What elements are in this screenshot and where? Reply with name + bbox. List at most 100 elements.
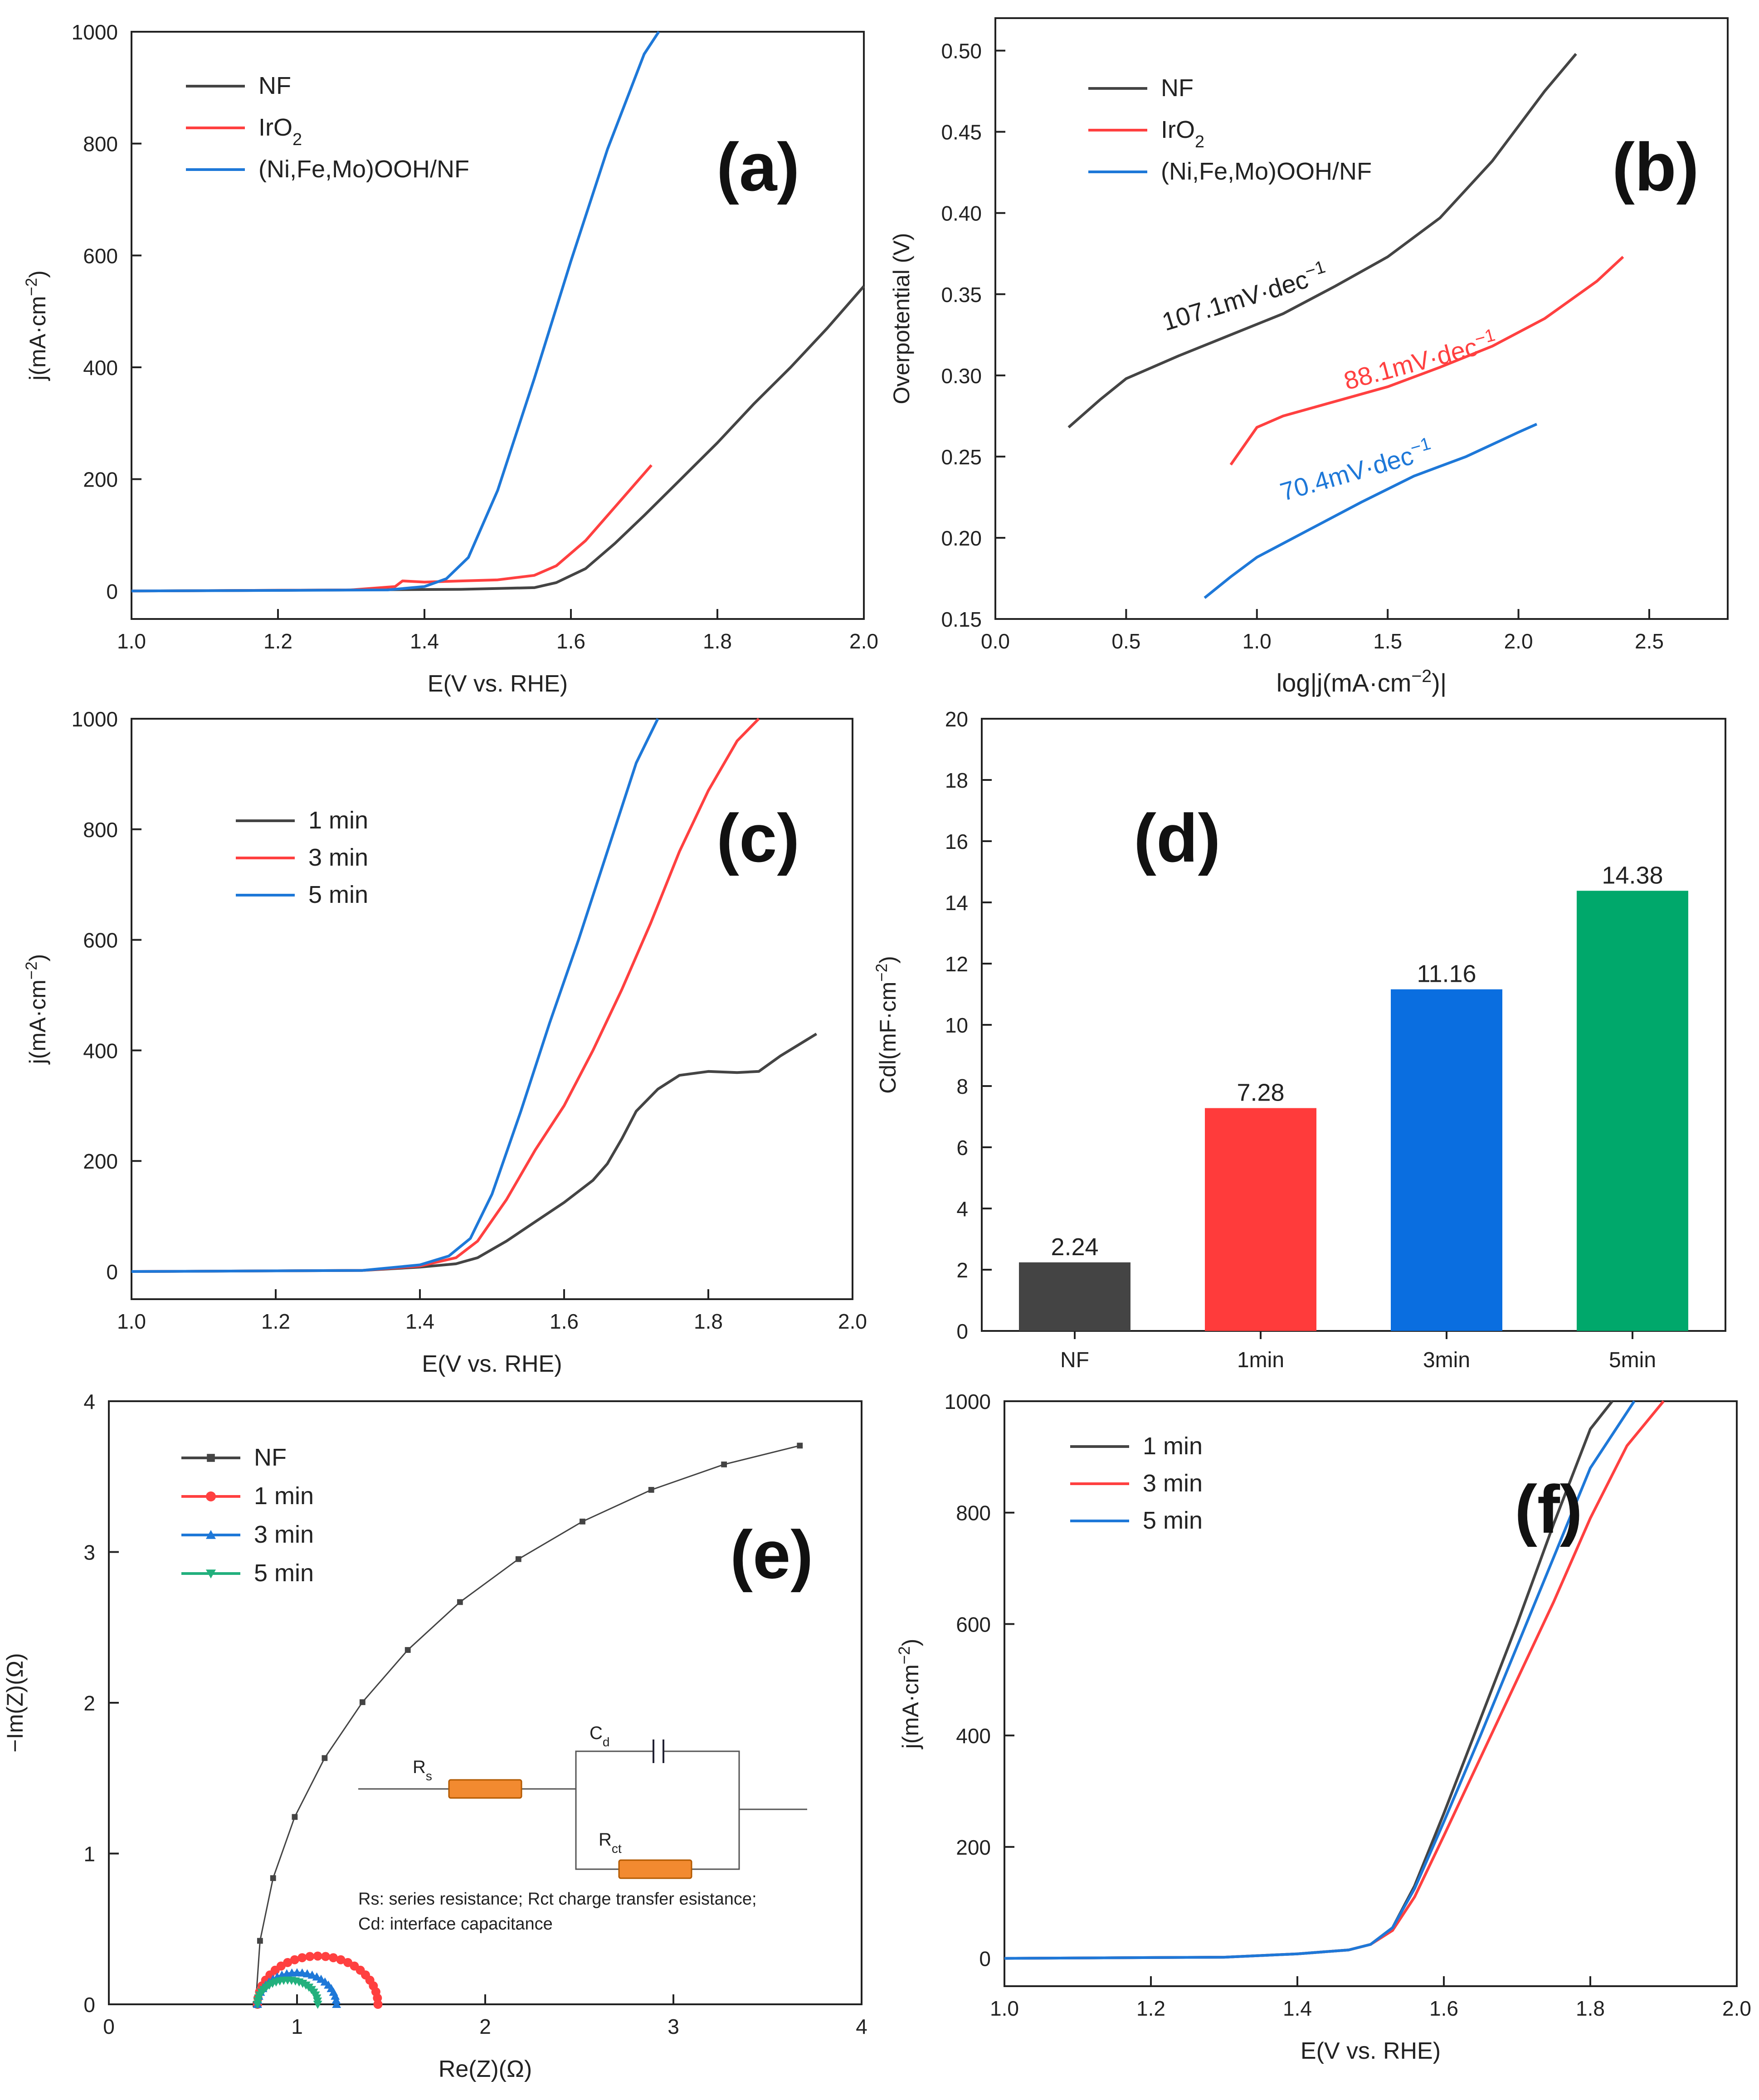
marker xyxy=(321,1952,330,1961)
x-tick-label: 2.0 xyxy=(1722,1997,1751,2020)
y-axis-title: Overpotential (V) xyxy=(889,233,914,404)
y-tick-label: 8 xyxy=(956,1075,968,1098)
marker xyxy=(797,1442,803,1449)
x-tick-label: 1.0 xyxy=(990,1997,1019,2020)
rs-resistor xyxy=(448,1779,522,1799)
x-tick-label: 1 xyxy=(291,2015,303,2038)
plot-frame xyxy=(131,718,853,1300)
x-tick-label: 1.0 xyxy=(1243,629,1272,653)
legend-label: 1 min xyxy=(1143,1432,1203,1460)
panel-b: 0.15 0.20 0.25 0.30 0.35 0.40 0.45 0.50 0.0 0.5 1.… xyxy=(889,17,1729,697)
plot-frame xyxy=(1004,1400,1738,1987)
x-axis-title: E(V vs. RHE) xyxy=(428,671,568,697)
rct-label: Rct xyxy=(599,1830,622,1856)
circuit-loop xyxy=(575,1750,740,1870)
x-tick-label: NF xyxy=(1060,1348,1089,1372)
legend-label: NF xyxy=(254,1444,287,1471)
x-tick-label: 1.6 xyxy=(550,1310,579,1333)
marker xyxy=(290,1955,299,1964)
panel-label: (d) xyxy=(1134,800,1221,876)
y-tick-label: 4 xyxy=(956,1197,968,1221)
marker xyxy=(373,2000,383,2009)
x-axis-title: E(V vs. RHE) xyxy=(1301,2038,1441,2064)
marker xyxy=(305,1952,315,1961)
y-axis-title: j(mA·cm−2) xyxy=(896,1639,924,1750)
y-tick-label: 200 xyxy=(83,468,118,492)
legend-label: 1 min xyxy=(254,1482,314,1510)
x-tick-label: 1.0 xyxy=(117,629,146,653)
x-axis-title: Re(Z)(Ω) xyxy=(439,2056,532,2082)
marker xyxy=(206,1491,216,1501)
legend-label: 5 min xyxy=(254,1559,314,1587)
bar-value-label: 2.24 xyxy=(1051,1233,1098,1261)
y-tick-label: 0 xyxy=(979,1947,991,1971)
panel-label: (f) xyxy=(1515,1471,1583,1547)
rs-label: Rs xyxy=(413,1757,432,1783)
y-tick-label: 800 xyxy=(956,1501,991,1525)
y-tick-label: 2 xyxy=(83,1691,95,1715)
x-tick-label: 2.0 xyxy=(849,629,878,653)
bar-3min xyxy=(1391,989,1502,1331)
y-tick-label: 0.15 xyxy=(941,608,982,631)
x-tick-label: 1.5 xyxy=(1373,629,1402,653)
panel-label: (c) xyxy=(716,800,799,876)
y-tick-label: 0.50 xyxy=(941,39,982,63)
x-tick-label: 1.8 xyxy=(703,629,732,653)
y-tick-label: 10 xyxy=(945,1013,968,1037)
y-tick-label: 6 xyxy=(956,1136,968,1160)
y-tick-label: 600 xyxy=(956,1613,991,1636)
y-tick-label: 16 xyxy=(945,830,968,853)
y-tick-label: 1 xyxy=(83,1842,95,1866)
y-tick-label: 0.35 xyxy=(941,283,982,307)
x-tick-label: 2.5 xyxy=(1635,629,1664,653)
marker xyxy=(580,1518,585,1525)
marker xyxy=(283,1958,292,1967)
x-tick-label: 2 xyxy=(479,2015,491,2038)
x-tick-label: 1.0 xyxy=(117,1310,146,1333)
marker xyxy=(331,1991,340,2000)
equivalent-circuit-inset: Rs Cd Rct Rs: series resistance; Rct charge… xyxy=(358,1723,807,1934)
x-tick-label: 1.6 xyxy=(1429,1997,1458,2020)
x-tick-label: 1.4 xyxy=(410,629,439,653)
x-tick-label: 0.0 xyxy=(981,629,1010,653)
y-tick-label: 12 xyxy=(945,952,968,976)
y-tick-label: 0.20 xyxy=(941,526,982,550)
marker xyxy=(207,1454,215,1462)
y-tick-label: 0 xyxy=(956,1320,968,1343)
inset-caption: Rs: series resistance; Rct charge transf… xyxy=(358,1890,757,1909)
y-tick-label: 0.30 xyxy=(941,364,982,388)
legend-label: (Ni,Fe,Mo)OOH/NF xyxy=(258,156,469,183)
y-tick-label: 2 xyxy=(956,1258,968,1282)
series-line-1 xyxy=(131,717,760,1273)
marker xyxy=(322,1755,328,1761)
plot-frame xyxy=(994,17,1729,620)
x-tick-label: 2.0 xyxy=(838,1310,867,1333)
y-tick-label: 400 xyxy=(83,1039,118,1062)
bar-value-label: 11.16 xyxy=(1417,960,1476,988)
marker xyxy=(270,1875,276,1881)
x-tick-label: 1.4 xyxy=(405,1310,434,1333)
slope-annotation: 70.4mV·dec−1 xyxy=(1277,434,1436,506)
x-tick-label: 3 xyxy=(668,2015,679,2038)
panel-e: 0 1 2 3 4 0 1 2 3 4 Re(Z)(Ω) −Im(Z)(Ω) NF 1 min 3 min 5… xyxy=(2,1390,867,2082)
marker xyxy=(206,1530,216,1539)
panel-label: (a) xyxy=(716,129,799,205)
panel-a: 0 200 400 600 800 1000 1.0 1.2 1.4 1.6 1.8 2.0 E(V v… xyxy=(23,20,878,697)
series-line-2 xyxy=(131,31,660,593)
series-line-0 xyxy=(131,1033,818,1273)
panel-f: 0 200 400 600 800 1000 1.0 1.2 1.4 1.6 1.8 2.0 E(V v… xyxy=(896,1390,1751,2064)
x-tick-label: 5min xyxy=(1609,1348,1656,1372)
y-axis-title: j(mA·cm−2) xyxy=(23,954,51,1065)
x-tick-label: 1min xyxy=(1237,1348,1284,1372)
y-tick-label: 800 xyxy=(83,818,118,842)
bar-5min xyxy=(1577,891,1688,1331)
x-tick-label: 0 xyxy=(103,2015,115,2038)
y-tick-label: 400 xyxy=(83,356,118,380)
slope-annotation: 107.1mV·dec−1 xyxy=(1158,257,1331,336)
bar-1min xyxy=(1205,1108,1316,1331)
marker xyxy=(297,1953,307,1963)
series-line-0 xyxy=(131,285,865,593)
x-tick-label: 1.8 xyxy=(1576,1997,1605,2020)
legend-label: 1 min xyxy=(308,807,368,834)
